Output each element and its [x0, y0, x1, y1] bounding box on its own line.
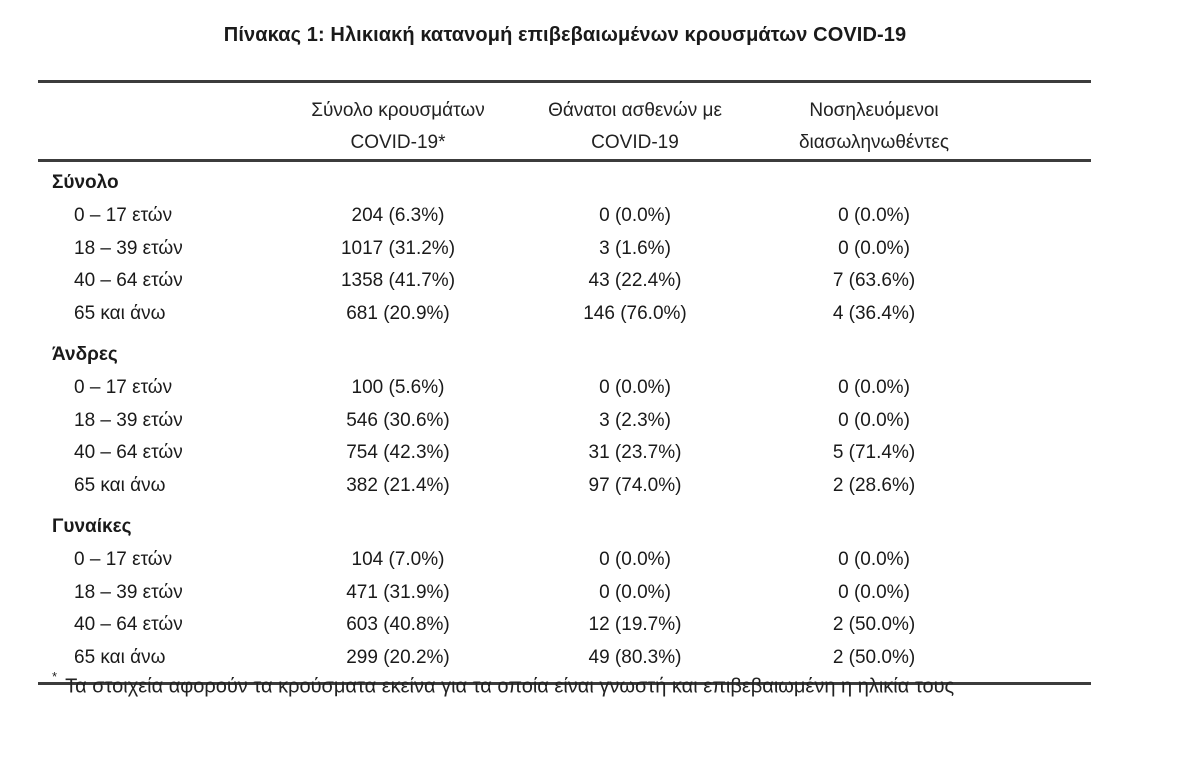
cases-cell: 546 (30.6%): [346, 409, 450, 431]
column-header-intubated-line1: Νοσηλευόμενοι: [809, 100, 939, 121]
deaths-cell: 49 (80.3%): [588, 646, 682, 668]
group-header-women: Γυναίκες: [38, 506, 1091, 544]
column-header-intubated-line2: διασωληνωθέντες: [798, 132, 950, 153]
intubated-cell: 0 (0.0%): [838, 409, 910, 431]
table-row: 0 – 17 ετών 100 (5.6%) 0 (0.0%) 0 (0.0%): [38, 372, 1091, 405]
intubated-cell: 0 (0.0%): [838, 377, 910, 398]
table-row: 40 – 64 ετών 1358 (41.7%) 43 (22.4%) 7 (…: [38, 265, 1091, 298]
deaths-cell: 146 (76.0%): [583, 302, 687, 324]
deaths-cell: 43 (22.4%): [588, 270, 682, 291]
row-label: 0 – 17 ετών: [74, 549, 173, 570]
age-distribution-table: Σύνολο κρουσμάτων COVID-19* Θάνατοι ασθε…: [38, 80, 1091, 685]
row-label: 18 – 39 ετών: [74, 581, 183, 603]
deaths-cell: 0 (0.0%): [599, 549, 671, 570]
intubated-cell: 2 (50.0%): [832, 646, 916, 668]
cases-cell: 603 (40.8%): [346, 614, 450, 635]
intubated-cell: 0 (0.0%): [838, 549, 910, 570]
group-label: Γυναίκες: [52, 516, 132, 537]
table-header: Σύνολο κρουσμάτων COVID-19* Θάνατοι ασθε…: [38, 83, 1091, 159]
intubated-cell: 4 (36.4%): [832, 302, 916, 324]
row-label: 65 και άνω: [74, 302, 166, 324]
column-header-deaths: Θάνατοι ασθενών με COVID-19: [525, 95, 745, 159]
deaths-cell: 0 (0.0%): [599, 205, 671, 226]
group-header-total: Σύνολο: [38, 162, 1091, 200]
table-row: 40 – 64 ετών 754 (42.3%) 31 (23.7%) 5 (7…: [38, 437, 1091, 470]
row-label: 40 – 64 ετών: [74, 442, 183, 463]
table-row: 65 και άνω 382 (21.4%) 97 (74.0%) 2 (28.…: [38, 470, 1091, 503]
row-label: 18 – 39 ετών: [74, 409, 183, 431]
deaths-cell: 0 (0.0%): [599, 581, 671, 603]
row-label: 65 και άνω: [74, 474, 166, 496]
intubated-cell: 5 (71.4%): [832, 442, 916, 463]
row-label: 65 και άνω: [74, 646, 166, 668]
cases-cell: 104 (7.0%): [351, 549, 445, 570]
intubated-cell: 2 (28.6%): [832, 474, 916, 496]
row-label: 40 – 64 ετών: [74, 270, 183, 291]
deaths-cell: 97 (74.0%): [588, 474, 682, 496]
table-row: 18 – 39 ετών 546 (30.6%) 3 (2.3%) 0 (0.0…: [38, 405, 1091, 438]
footnote-text: Τα στοιχεία αφορούν τα κρούσματα εκείνα …: [65, 675, 955, 698]
group-label: Άνδρες: [52, 344, 118, 365]
deaths-cell: 3 (1.6%): [599, 237, 671, 259]
table-row: 18 – 39 ετών 1017 (31.2%) 3 (1.6%) 0 (0.…: [38, 233, 1091, 266]
cases-cell: 681 (20.9%): [346, 302, 450, 324]
cases-cell: 1358 (41.7%): [340, 270, 456, 291]
group-header-men: Άνδρες: [38, 334, 1091, 372]
intubated-cell: 0 (0.0%): [838, 581, 910, 603]
cases-cell: 204 (6.3%): [351, 205, 445, 226]
table-title: Πίνακας 1: Ηλικιακή κατανομή επιβεβαιωμέ…: [223, 24, 907, 46]
row-label: 0 – 17 ετών: [74, 205, 173, 226]
table-row: 65 και άνω 681 (20.9%) 146 (76.0%) 4 (36…: [38, 298, 1091, 331]
group-label: Σύνολο: [52, 172, 119, 193]
deaths-cell: 0 (0.0%): [599, 377, 671, 398]
column-header-deaths-line2: COVID-19: [591, 132, 679, 153]
cases-cell: 382 (21.4%): [346, 474, 450, 496]
row-label: 40 – 64 ετών: [74, 614, 183, 635]
row-label: 0 – 17 ετών: [74, 377, 173, 398]
table-bottom-rule: [38, 682, 1091, 685]
deaths-cell: 3 (2.3%): [599, 409, 671, 431]
deaths-cell: 12 (19.7%): [588, 614, 682, 635]
cases-cell: 1017 (31.2%): [340, 237, 456, 259]
intubated-cell: 7 (63.6%): [832, 270, 916, 291]
table-header-rule: [38, 159, 1091, 162]
intubated-cell: 2 (50.0%): [832, 614, 916, 635]
table-row: 0 – 17 ετών 204 (6.3%) 0 (0.0%) 0 (0.0%): [38, 200, 1091, 233]
table-row: 18 – 39 ετών 471 (31.9%) 0 (0.0%) 0 (0.0…: [38, 577, 1091, 610]
cases-cell: 754 (42.3%): [346, 442, 450, 463]
column-header-cases-line2: COVID-19*: [350, 132, 446, 153]
table-top-rule: [38, 80, 1091, 83]
column-header-cases-line1: Σύνολο κρουσμάτων: [311, 100, 485, 121]
table-row: 65 και άνω 299 (20.2%) 49 (80.3%) 2 (50.…: [38, 642, 1091, 675]
table-row: 0 – 17 ετών 104 (7.0%) 0 (0.0%) 0 (0.0%): [38, 544, 1091, 577]
column-header-cases: Σύνολο κρουσμάτων COVID-19*: [283, 95, 513, 159]
footnote-marker: *: [52, 669, 58, 684]
column-header-deaths-line1: Θάνατοι ασθενών με: [548, 100, 722, 121]
table-row: 40 – 64 ετών 603 (40.8%) 12 (19.7%) 2 (5…: [38, 609, 1091, 642]
row-label: 18 – 39 ετών: [74, 237, 183, 259]
cases-cell: 471 (31.9%): [346, 581, 450, 603]
cases-cell: 100 (5.6%): [351, 377, 445, 398]
intubated-cell: 0 (0.0%): [838, 205, 910, 226]
footnote: * Τα στοιχεία αφορούν τα κρούσματα εκείνα…: [52, 669, 955, 699]
deaths-cell: 31 (23.7%): [588, 442, 682, 463]
intubated-cell: 0 (0.0%): [838, 237, 910, 259]
cases-cell: 299 (20.2%): [346, 646, 450, 668]
table-body: Σύνολο 0 – 17 ετών 204 (6.3%) 0 (0.0%) 0…: [38, 162, 1091, 674]
column-header-intubated: Νοσηλευόμενοι διασωληνωθέντες: [760, 95, 988, 159]
